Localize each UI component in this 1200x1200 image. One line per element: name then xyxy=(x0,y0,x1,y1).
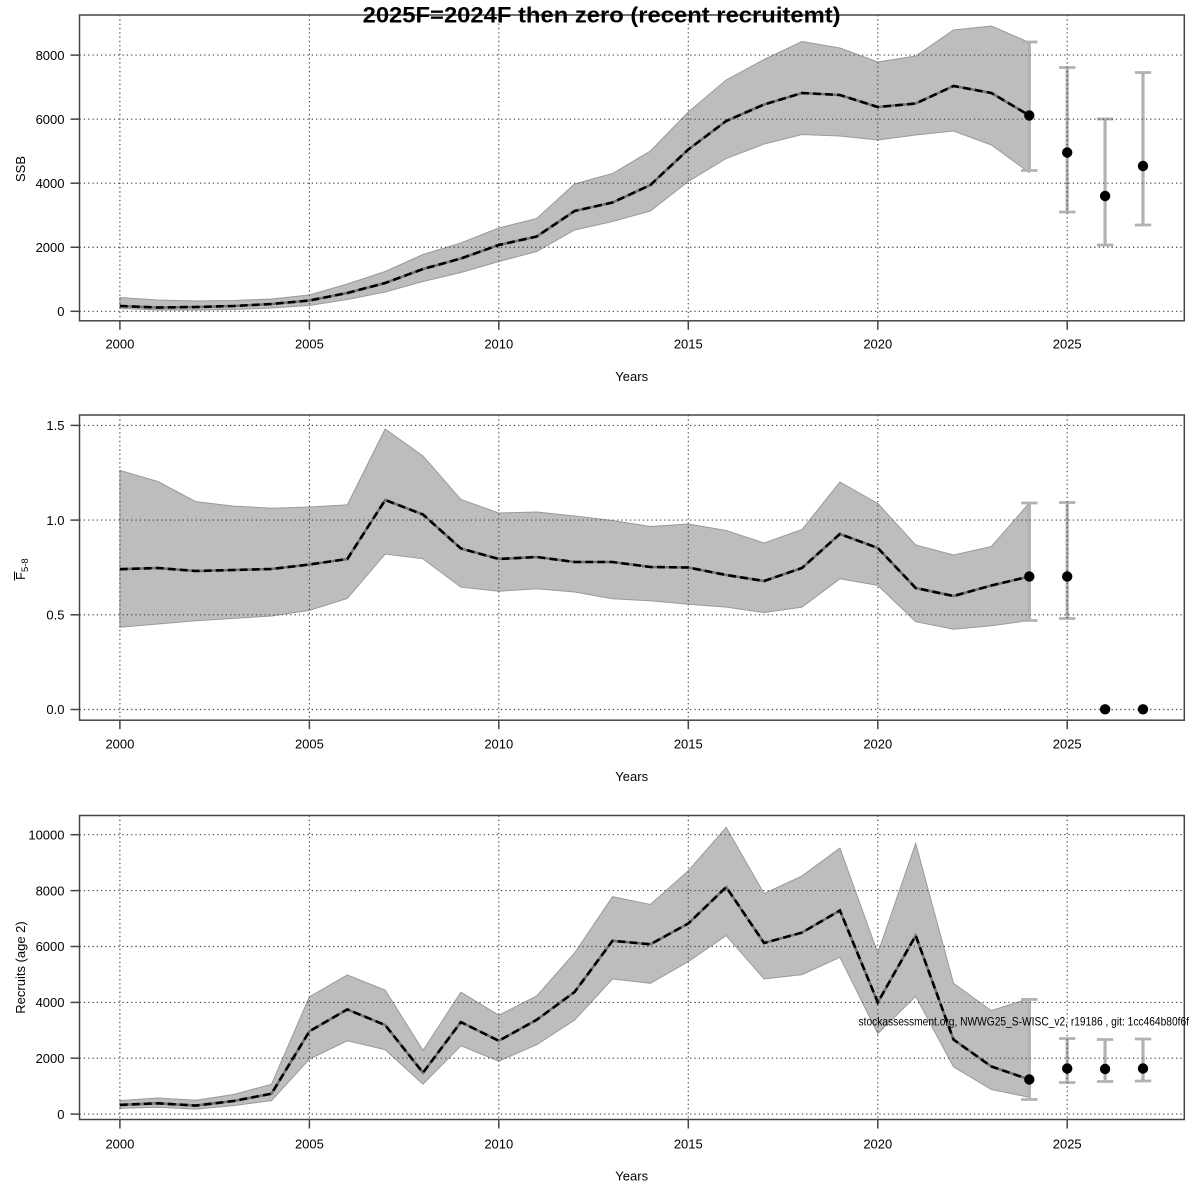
svg-text:2000: 2000 xyxy=(105,337,134,352)
svg-text:0: 0 xyxy=(57,304,64,319)
svg-text:2025F=2024F then zero (recent: 2025F=2024F then zero (recent recruitemt… xyxy=(363,3,841,28)
svg-text:2015: 2015 xyxy=(674,1136,703,1151)
svg-text:Years: Years xyxy=(615,369,648,384)
svg-text:4000: 4000 xyxy=(36,995,65,1010)
svg-text:1.0: 1.0 xyxy=(46,513,64,528)
svg-text:2005: 2005 xyxy=(295,337,324,352)
svg-text:2010: 2010 xyxy=(484,337,513,352)
svg-text:2000: 2000 xyxy=(105,737,134,752)
svg-text:0: 0 xyxy=(57,1107,64,1122)
svg-text:2010: 2010 xyxy=(484,1136,513,1151)
svg-text:2025: 2025 xyxy=(1053,337,1082,352)
svg-text:6000: 6000 xyxy=(36,112,65,127)
svg-text:0.5: 0.5 xyxy=(46,608,64,623)
svg-text:2025: 2025 xyxy=(1053,1136,1082,1151)
svg-text:2000: 2000 xyxy=(36,240,65,255)
svg-text:2010: 2010 xyxy=(484,737,513,752)
svg-text:Years: Years xyxy=(615,769,648,784)
svg-text:2005: 2005 xyxy=(295,737,324,752)
svg-text:2020: 2020 xyxy=(863,737,892,752)
svg-text:2000: 2000 xyxy=(105,1136,134,1151)
svg-text:2015: 2015 xyxy=(674,337,703,352)
svg-text:10000: 10000 xyxy=(28,827,64,842)
svg-text:2000: 2000 xyxy=(36,1051,65,1066)
svg-text:Recruits (age 2): Recruits (age 2) xyxy=(13,921,28,1013)
svg-text:2020: 2020 xyxy=(863,1136,892,1151)
svg-text:2025: 2025 xyxy=(1053,737,1082,752)
svg-text:8000: 8000 xyxy=(36,883,65,898)
svg-text:1.5: 1.5 xyxy=(46,418,64,433)
svg-text:8000: 8000 xyxy=(36,48,65,63)
svg-text:6000: 6000 xyxy=(36,939,65,954)
svg-text:SSB: SSB xyxy=(13,156,28,182)
svg-text:2020: 2020 xyxy=(863,337,892,352)
svg-text:2015: 2015 xyxy=(674,737,703,752)
svg-text:2005: 2005 xyxy=(295,1136,324,1151)
svg-text:4000: 4000 xyxy=(36,176,65,191)
svg-text:Years: Years xyxy=(615,1169,648,1184)
svg-text:0.0: 0.0 xyxy=(46,702,64,717)
svg-text:stockassessment.org, NWWG25_S-: stockassessment.org, NWWG25_S-WISC_v2, r… xyxy=(859,1014,1190,1028)
